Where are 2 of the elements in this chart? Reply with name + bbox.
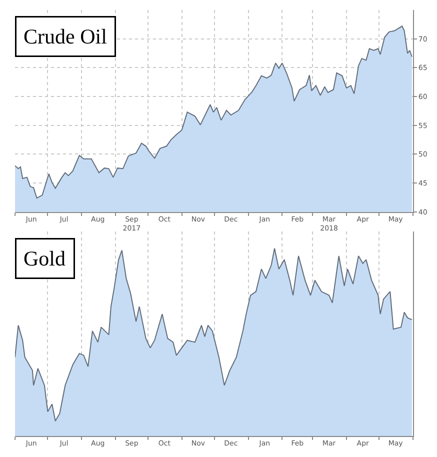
text: Crude Oil [24,24,108,48]
chart-title: Gold [24,246,66,270]
